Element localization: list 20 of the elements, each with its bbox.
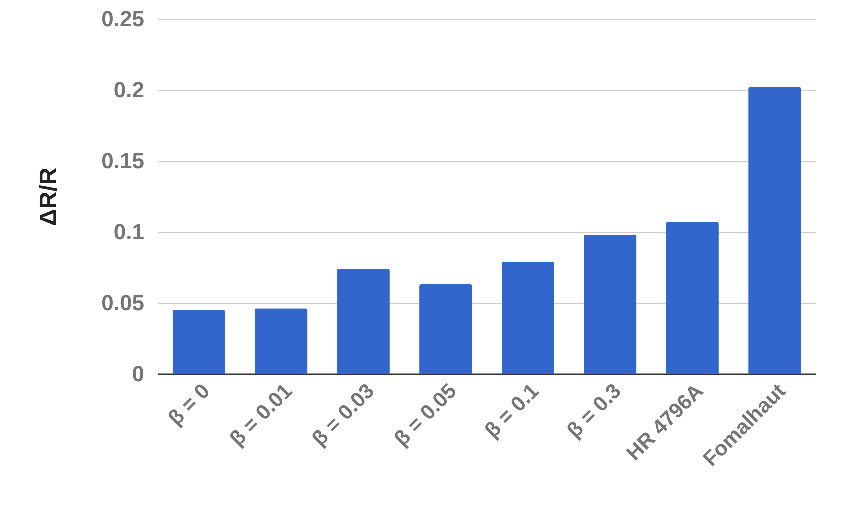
y-axis-title: ΔR/R (36, 168, 63, 226)
bar (748, 87, 802, 374)
bar (255, 308, 308, 374)
y-tick-label: 0.2 (114, 78, 144, 102)
bar (172, 310, 226, 374)
bar (420, 284, 472, 374)
bar (502, 262, 554, 374)
bar (584, 234, 637, 374)
x-tick-label: β = 0.01 (226, 380, 298, 451)
y-tick-label: 0.05 (102, 290, 144, 316)
x-tick-label: β = 0.1 (480, 380, 544, 443)
bar (337, 268, 390, 374)
y-tick-label: 0.25 (102, 6, 144, 32)
bar (666, 222, 719, 374)
y-tick-label: 0 (132, 362, 144, 386)
y-tick-label: 0.1 (114, 220, 144, 244)
y-tick-label: 0.15 (102, 148, 144, 174)
x-tick-label: β = 0.3 (563, 380, 626, 443)
x-tick-label: β = 0.03 (308, 380, 380, 451)
x-tick-label: β = 0 (164, 380, 215, 430)
